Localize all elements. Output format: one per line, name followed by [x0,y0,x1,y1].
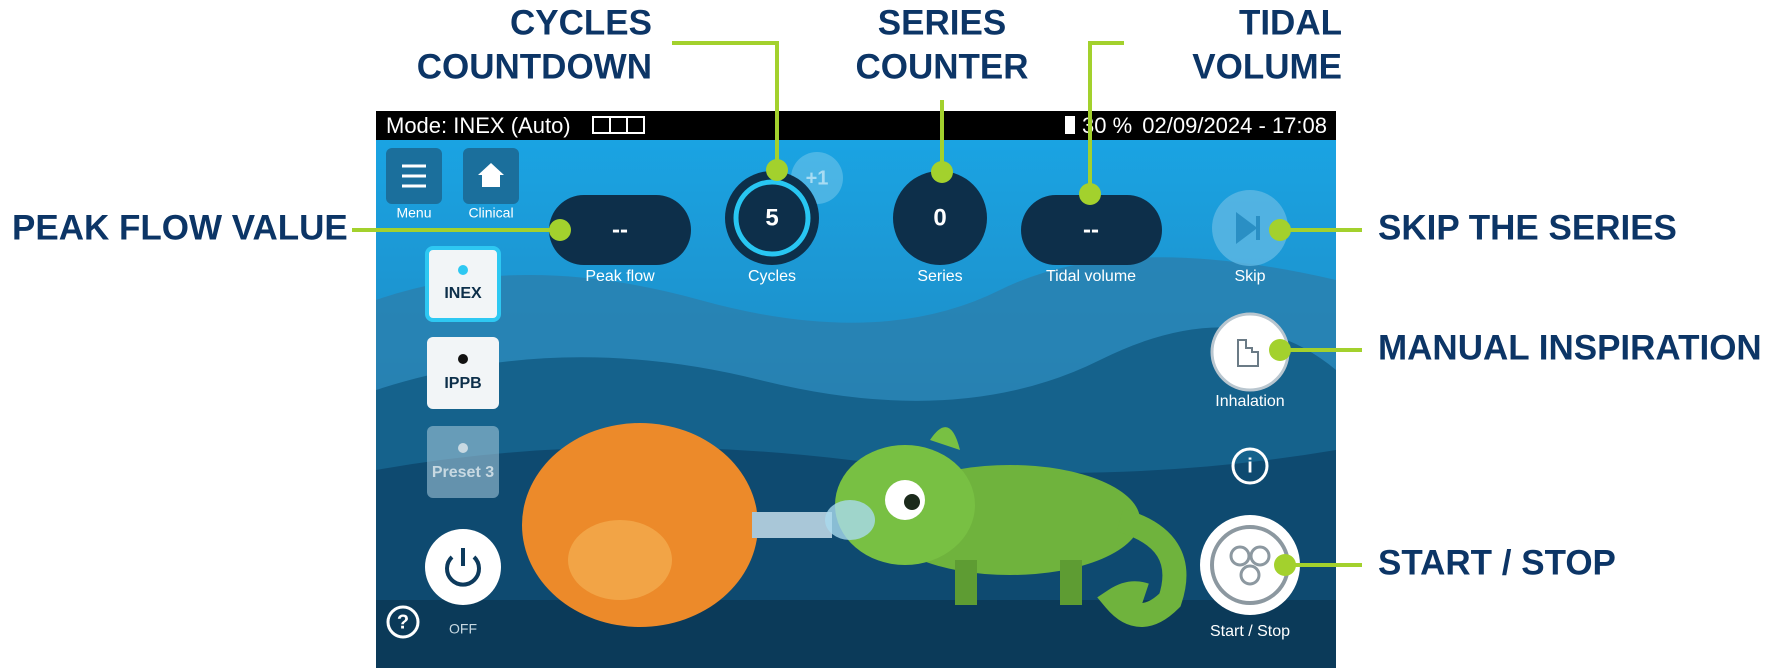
cycles-label: Cycles [748,268,796,285]
page: Mode: INEX (Auto) 30 % 02/09/2024 - 17:0… [0,0,1773,668]
preset-label: IPPB [444,375,481,392]
tidal-volume-label: Tidal volume [1046,268,1136,285]
datetime: 02/09/2024 - 17:08 [1142,113,1327,138]
menu-button[interactable] [386,148,442,204]
callout-label: VOLUME [1192,47,1342,86]
preset-ippb[interactable] [427,337,499,409]
help-text: ? [397,611,409,633]
clinical-label: Clinical [468,205,513,221]
cycles-value: 5 [765,204,778,231]
skip-label: Skip [1234,268,1265,285]
inhalation-label: Inhalation [1215,393,1284,410]
peak-flow-value: -- [612,216,628,243]
callout-label: PEAK FLOW VALUE [12,208,348,247]
battery-icon [1065,116,1075,134]
series-label: Series [917,268,962,285]
preset-inex[interactable] [427,248,499,320]
callout-label: SERIES [878,3,1006,42]
info-text: i [1247,455,1253,477]
tidal-volume-value: -- [1083,216,1099,243]
preset-label: INEX [444,285,482,302]
increment-text: +1 [806,167,829,189]
preset-label: Preset 3 [432,464,494,481]
callout-label: START / STOP [1378,543,1616,582]
peak-flow-label: Peak flow [585,268,655,285]
start-stop-label: Start / Stop [1210,623,1290,640]
callout-label: SKIP THE SERIES [1378,208,1677,247]
callout-label: CYCLES [510,3,652,42]
preset-3[interactable] [427,426,499,498]
callout-label: TIDAL [1239,3,1342,42]
power-label: OFF [449,621,477,637]
series-value: 0 [933,204,946,231]
menu-label: Menu [396,205,431,221]
clinical-button[interactable] [463,148,519,204]
mode-text: Mode: INEX (Auto) [386,113,571,138]
callout-label: COUNTDOWN [417,47,652,86]
callout-label: COUNTER [855,47,1028,86]
callout-label: MANUAL INSPIRATION [1378,328,1762,367]
screen [376,111,1336,668]
power-button[interactable] [425,529,501,605]
